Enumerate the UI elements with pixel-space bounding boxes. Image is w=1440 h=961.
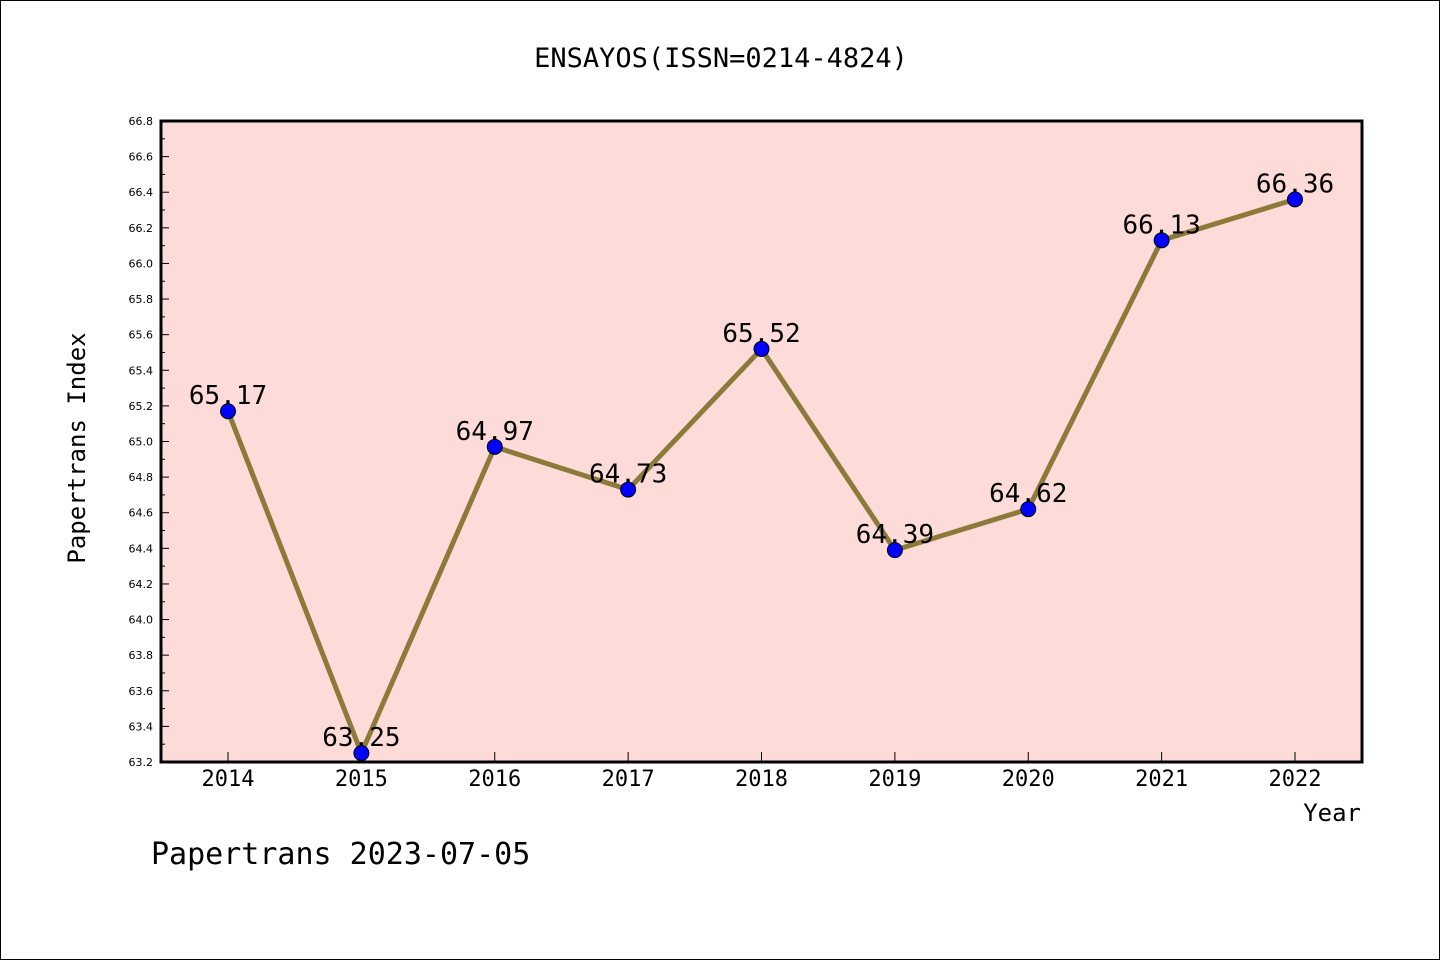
y-tick-label: 66.4 — [129, 186, 154, 199]
data-point — [1153, 232, 1170, 249]
source-footer: Papertrans 2023-07-05 — [151, 837, 530, 872]
data-label: 64.39 — [856, 520, 934, 550]
data-point — [753, 340, 770, 357]
x-tick-label: 2016 — [468, 767, 521, 792]
y-tick-label: 65.0 — [129, 436, 154, 449]
y-tick-label: 63.4 — [129, 720, 154, 733]
x-tick-label: 2015 — [335, 767, 388, 792]
data-point — [220, 403, 236, 420]
series-layer: 65.17 63.25 64.97 64.73 65.52 64.39 64.62 66.13… — [189, 169, 1334, 762]
data-label: 64.97 — [456, 417, 534, 447]
plot-area — [159, 119, 1364, 764]
y-tick-label: 66.0 — [129, 257, 154, 270]
data-point — [1287, 191, 1303, 208]
y-tick-label: 63.6 — [129, 685, 154, 698]
chart-title: ENSAYOS(ISSN=0214-4824) — [534, 43, 908, 74]
x-axis-label: Year — [1303, 799, 1361, 827]
x-tick-label: 2020 — [1002, 767, 1055, 792]
data-point — [353, 745, 370, 762]
data-label: 65.17 — [189, 381, 267, 411]
data-point — [886, 542, 903, 559]
y-tick-label: 65.8 — [129, 293, 154, 306]
data-label: 66.13 — [1122, 210, 1200, 240]
y-tick-label: 65.4 — [129, 364, 154, 377]
y-tick-label: 64.6 — [129, 507, 154, 520]
y-axis-label: Papertrans Index — [63, 332, 91, 563]
x-tick-label: 2017 — [602, 767, 655, 792]
x-tick-label: 2014 — [202, 767, 255, 792]
data-point — [486, 438, 503, 455]
x-axis: 2014 2015 2016 2017 2018 2019 2020 2021 2022 — [202, 752, 1322, 792]
data-label: 66.36 — [1256, 169, 1334, 199]
x-tick-label: 2022 — [1269, 767, 1322, 792]
x-tick-label: 2018 — [735, 767, 788, 792]
data-label: 64.73 — [589, 460, 667, 490]
y-tick-label: 63.8 — [129, 649, 154, 662]
y-tick-label: 63.2 — [129, 756, 154, 769]
data-label: 63.25 — [322, 723, 400, 753]
y-tick-label: 64.2 — [129, 578, 154, 591]
y-tick-label: 65.2 — [129, 400, 154, 413]
y-tick-label: 66.8 — [129, 115, 154, 128]
data-label: 64.62 — [989, 479, 1067, 509]
data-point — [620, 481, 637, 498]
y-tick-label: 64.8 — [129, 471, 154, 484]
y-tick-label: 66.2 — [129, 222, 154, 235]
y-axis: 63.2 63.4 63.6 63.8 64.0 64.2 64.4 64.6 64.8 65.0… — [129, 115, 169, 769]
y-tick-label: 64.4 — [129, 542, 154, 555]
x-tick-label: 2021 — [1135, 767, 1188, 792]
y-tick-label: 65.6 — [129, 329, 154, 342]
y-tick-label: 64.0 — [129, 614, 154, 627]
y-tick-label: 66.6 — [129, 151, 154, 164]
x-tick-label: 2019 — [868, 767, 921, 792]
data-point — [1020, 501, 1037, 518]
data-label: 65.52 — [722, 319, 800, 349]
